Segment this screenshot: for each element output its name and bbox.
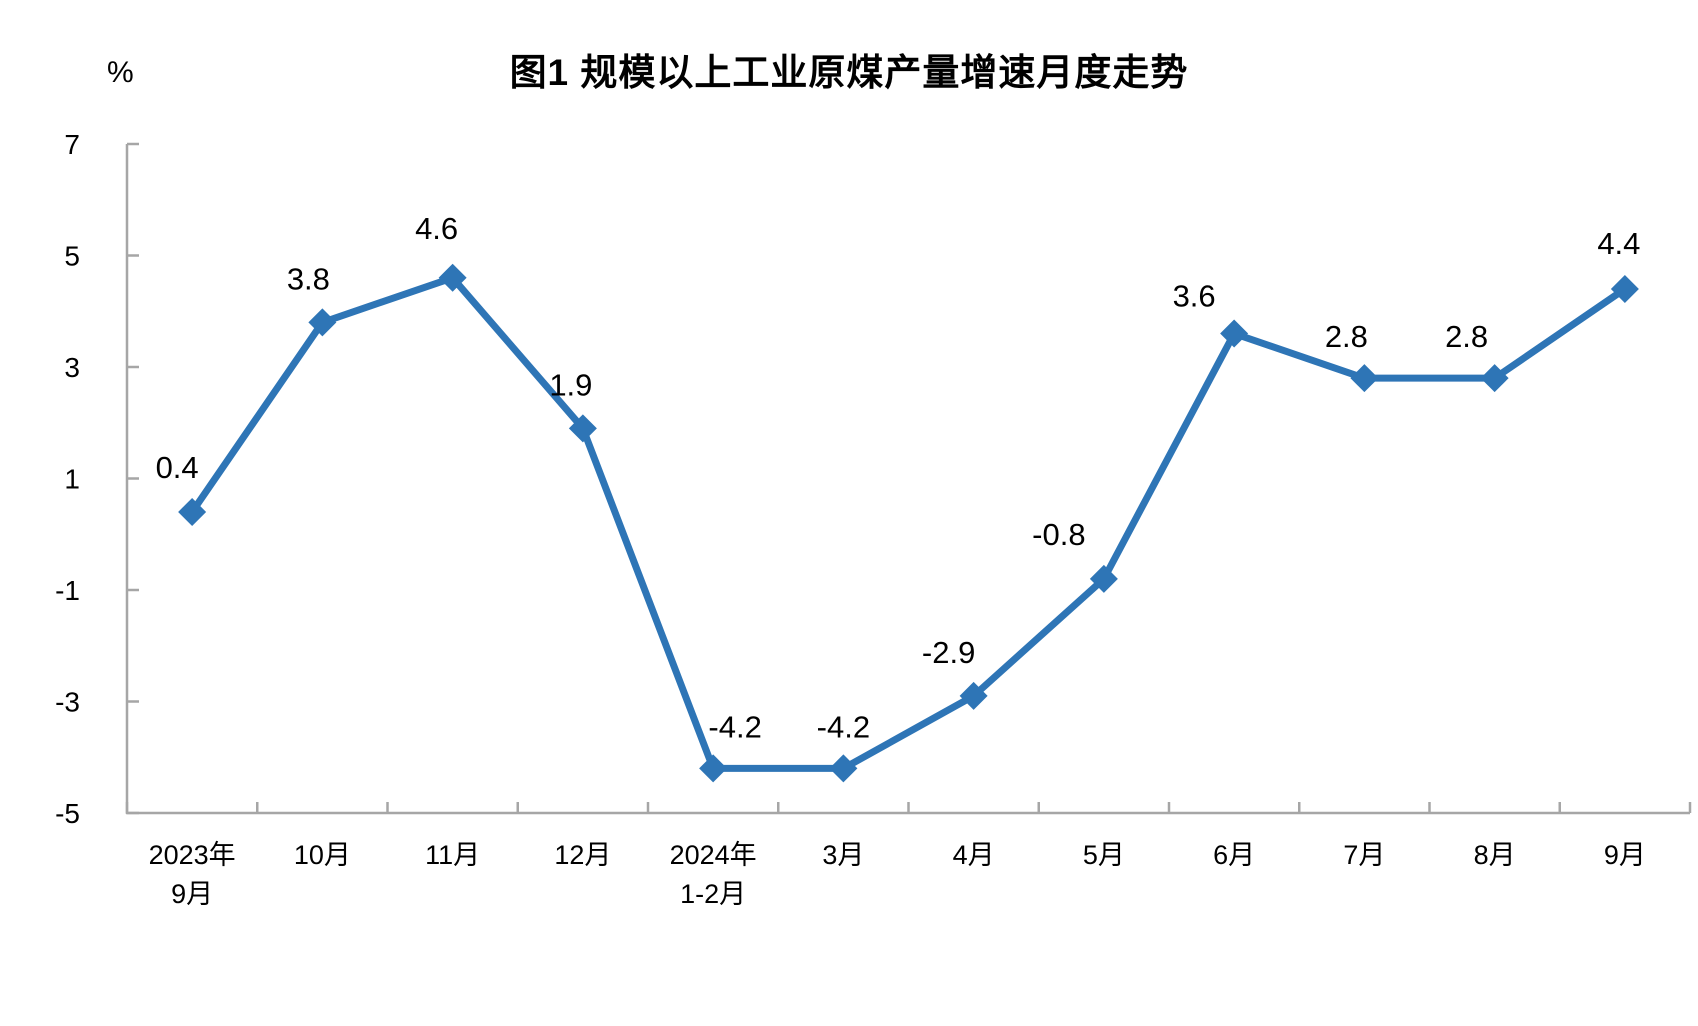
data-point-marker: [308, 308, 337, 337]
data-point-label: 2.8: [1445, 319, 1488, 354]
x-tick-label: 3月: [822, 840, 864, 870]
x-tick-label: 6月: [1213, 840, 1255, 870]
data-point-label: -4.2: [817, 709, 870, 744]
data-point-label: 0.4: [156, 450, 199, 485]
x-tick-label: 9月: [1604, 840, 1646, 870]
data-point-marker: [959, 681, 988, 710]
data-point-label: 1.9: [549, 367, 592, 402]
y-tick-label: -3: [55, 687, 80, 718]
x-tick-label: 12月: [554, 840, 611, 870]
data-point-marker: [1610, 274, 1639, 303]
x-tick-label: 2024年 1-2月: [670, 840, 757, 909]
x-tick-label: 11月: [425, 840, 480, 870]
data-point-label: -2.9: [922, 635, 975, 670]
x-tick-label: 8月: [1474, 840, 1516, 870]
chart-title: 图1 规模以上工业原煤产量增速月度走势: [509, 52, 1189, 93]
y-axis-unit-label: %: [107, 56, 134, 89]
data-point-label: -0.8: [1032, 517, 1085, 552]
x-tick-label: 4月: [953, 840, 995, 870]
data-point-label: 4.6: [415, 211, 458, 246]
data-point-label: 4.4: [1597, 226, 1640, 261]
y-tick-label: 3: [64, 352, 80, 383]
data-point-marker: [829, 754, 858, 783]
x-tick-label: 5月: [1083, 840, 1125, 870]
data-point-marker: [1220, 319, 1249, 348]
data-point-marker: [1480, 364, 1509, 393]
data-line: [188, 274, 1629, 772]
data-point-marker: [1350, 364, 1379, 393]
data-point-marker: [568, 414, 597, 443]
data-point-marker: [438, 263, 467, 292]
y-tick-label: 5: [64, 241, 80, 272]
x-tick-label: 10月: [294, 840, 351, 870]
data-point-label: 3.6: [1173, 279, 1216, 314]
data-point-marker: [1089, 564, 1118, 593]
data-point-label: 2.8: [1325, 319, 1368, 354]
y-tick-label: -1: [55, 575, 80, 606]
y-tick-label: 1: [64, 464, 80, 495]
y-tick-label: 7: [64, 129, 80, 160]
x-tick-label: 2023年 9月: [149, 840, 236, 909]
data-point-marker: [178, 497, 207, 526]
x-tick-label: 7月: [1343, 840, 1385, 870]
data-point-marker: [699, 754, 728, 783]
data-point-label: 3.8: [287, 261, 330, 296]
y-tick-label: -5: [55, 798, 80, 829]
data-point-label: -4.2: [708, 709, 761, 744]
